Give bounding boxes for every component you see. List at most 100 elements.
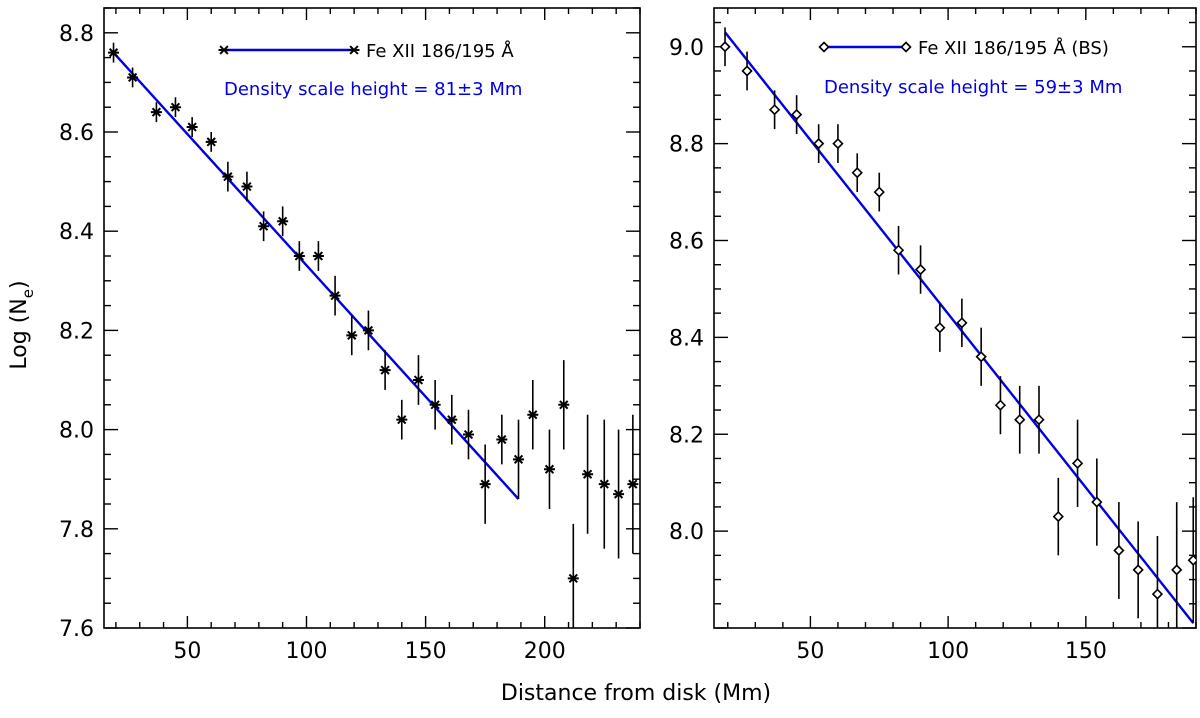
- data-point: [741, 65, 753, 77]
- y-axis-title-close: ): [7, 280, 32, 289]
- data-point: [379, 365, 391, 375]
- x-tick-label: 200: [524, 639, 566, 664]
- data-point: [892, 244, 905, 256]
- data-point: [956, 317, 968, 329]
- data-point: [346, 330, 358, 340]
- data-point: [790, 108, 803, 121]
- x-tick-label: 50: [173, 639, 201, 664]
- data-point: [277, 216, 289, 226]
- y-tick-label: 8.2: [669, 423, 704, 448]
- data-point: [613, 489, 625, 499]
- y-axis-title-subscript: e: [19, 289, 37, 298]
- plot-area: [719, 27, 1196, 628]
- y-tick-label: 8.8: [59, 22, 94, 47]
- data-point: [1071, 457, 1084, 469]
- data-point: [598, 479, 610, 489]
- y-tick-label: 8.6: [669, 230, 704, 255]
- y-tick-label: 7.6: [59, 617, 94, 642]
- data-point: [914, 263, 927, 276]
- data-point: [329, 291, 341, 301]
- data-point: [527, 410, 539, 420]
- plot-frame: [103, 7, 641, 629]
- data-point: [1132, 564, 1144, 576]
- data-point: [832, 137, 844, 150]
- x-tick-label: 150: [1065, 639, 1107, 664]
- data-point: [513, 454, 525, 464]
- data-point: [205, 137, 217, 147]
- x-axis-title: Distance from disk (Mm): [501, 681, 771, 706]
- x-tick-label: 100: [285, 639, 327, 664]
- scale-height-annotation: Density scale height = 59±3 Mm: [824, 77, 1122, 98]
- data-point: [934, 322, 946, 334]
- data-point: [1171, 564, 1183, 576]
- fit-line: [112, 51, 520, 500]
- y-tick-label: 8.4: [669, 326, 704, 351]
- legend-marker: [348, 45, 360, 55]
- data-point: [851, 167, 863, 179]
- data-point: [1014, 414, 1026, 426]
- plot-area: [108, 42, 639, 628]
- x-tick-label: 150: [405, 639, 447, 664]
- data-point: [1113, 544, 1125, 557]
- data-point: [558, 400, 570, 410]
- legend-marker: [900, 41, 912, 53]
- data-point: [127, 72, 139, 83]
- y-tick-label: 8.2: [59, 319, 94, 344]
- legend-label: Fe XII 186/195 Å (BS): [918, 37, 1109, 59]
- data-point: [1091, 496, 1103, 508]
- data-point: [1187, 554, 1196, 566]
- data-point: [186, 122, 198, 132]
- data-point: [312, 251, 324, 261]
- right-panel: 50 100 150 8.0 8.2 8.4 8.6 8.8 9.0 Fe XII 186/195…: [669, 7, 1197, 664]
- plot-frame: [713, 7, 1197, 629]
- x-tick-label: 50: [796, 639, 824, 664]
- left-panel: 50 100 150 200 7.6 7.8 8.0 8.2 8.4 8.6 8.8 Fe XII 1…: [59, 7, 641, 664]
- data-point: [768, 104, 781, 116]
- data-point: [258, 221, 270, 231]
- data-point: [222, 172, 234, 182]
- legend: Fe XII 186/195 Å: [218, 40, 514, 62]
- data-point: [412, 375, 424, 385]
- data-point: [582, 469, 594, 479]
- y-axis-title: Log (Ne): [7, 280, 37, 369]
- data-point: [108, 48, 120, 58]
- y-tick-label: 7.8: [59, 518, 94, 543]
- legend-marker: [818, 41, 830, 53]
- y-tick-label: 8.6: [59, 121, 94, 146]
- legend-marker: [218, 45, 230, 55]
- data-point: [169, 102, 181, 112]
- y-tick-label: 8.0: [59, 419, 94, 444]
- data-point: [396, 415, 408, 425]
- data-point: [293, 251, 305, 261]
- data-point: [567, 573, 579, 584]
- data-point: [429, 400, 441, 410]
- x-tick-label: 100: [927, 639, 969, 664]
- data-point: [1151, 588, 1164, 600]
- fit-line: [724, 31, 1195, 624]
- data-point: [462, 429, 474, 440]
- data-point: [1033, 414, 1045, 426]
- data-point: [241, 181, 253, 192]
- legend-label: Fe XII 186/195 Å: [366, 40, 514, 62]
- y-tick-label: 8.4: [59, 220, 94, 245]
- y-tick-label: 8.8: [669, 133, 704, 158]
- data-point: [496, 434, 508, 445]
- legend: Fe XII 186/195 Å (BS): [818, 37, 1109, 59]
- data-point: [873, 186, 885, 198]
- data-point: [150, 107, 162, 117]
- y-tick-label: 8.0: [669, 520, 704, 545]
- data-point: [543, 464, 555, 474]
- scale-height-annotation: Density scale height = 81±3 Mm: [224, 79, 522, 100]
- data-point: [975, 351, 987, 363]
- data-point: [1052, 510, 1064, 523]
- data-point: [813, 137, 825, 150]
- data-point: [627, 479, 639, 489]
- y-tick-label: 9.0: [669, 36, 704, 61]
- data-point: [362, 325, 374, 336]
- data-point: [719, 41, 731, 53]
- data-point: [446, 415, 458, 425]
- y-axis-title-main: Log (N: [7, 298, 32, 369]
- data-point: [994, 399, 1007, 411]
- data-point: [479, 479, 491, 489]
